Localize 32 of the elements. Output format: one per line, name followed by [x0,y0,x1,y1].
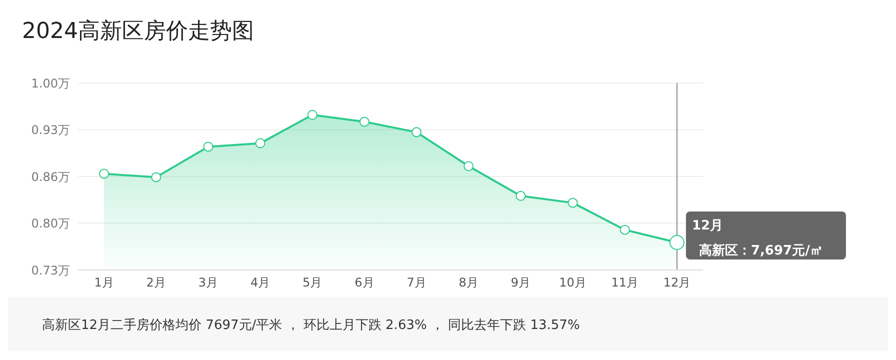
point [412,127,422,138]
y-tick-label: 0.73万 [31,263,70,278]
text: 高新区12月二手房价格均价 7697元/平米 ， 环比上月下跌 2.63% ， 同比去年下跌 13.57% [42,317,580,334]
x-tick-label: 4月 [250,276,270,290]
y-tick-label: 0.80万 [31,216,70,231]
point [307,110,318,120]
y-tick-label: 0.86万 [31,170,70,184]
point [255,138,266,148]
x-tick-label: 1月 [94,276,114,290]
x-tick-label: 11月 [611,276,639,290]
point [203,142,214,152]
point [568,198,578,208]
x-tick-label: 6月 [354,276,374,290]
point [516,190,526,201]
x-tick-label: 2月 [146,276,166,290]
point [151,172,162,182]
annotation: 12月 [692,218,724,234]
x-tick-label: 7月 [406,276,426,290]
x-tick-label: 3月 [198,276,218,290]
point [359,116,370,127]
point [99,168,110,179]
x-tick-label: 10月 [559,276,586,290]
point [620,224,630,235]
point [464,161,474,172]
chart-title: 2024高新区房价走势图 [22,18,254,46]
x-tick-label: 12月 [663,276,691,290]
x-tick-label: 5月 [302,276,322,290]
y-tick-label: 1.00万 [31,76,70,90]
y-tick-label: 0.93万 [31,123,70,138]
x-tick-label: 8月 [458,276,478,290]
annotation: 高新区：7,697元/㎡ [698,242,823,259]
x-tick-label: 9月 [510,276,531,290]
